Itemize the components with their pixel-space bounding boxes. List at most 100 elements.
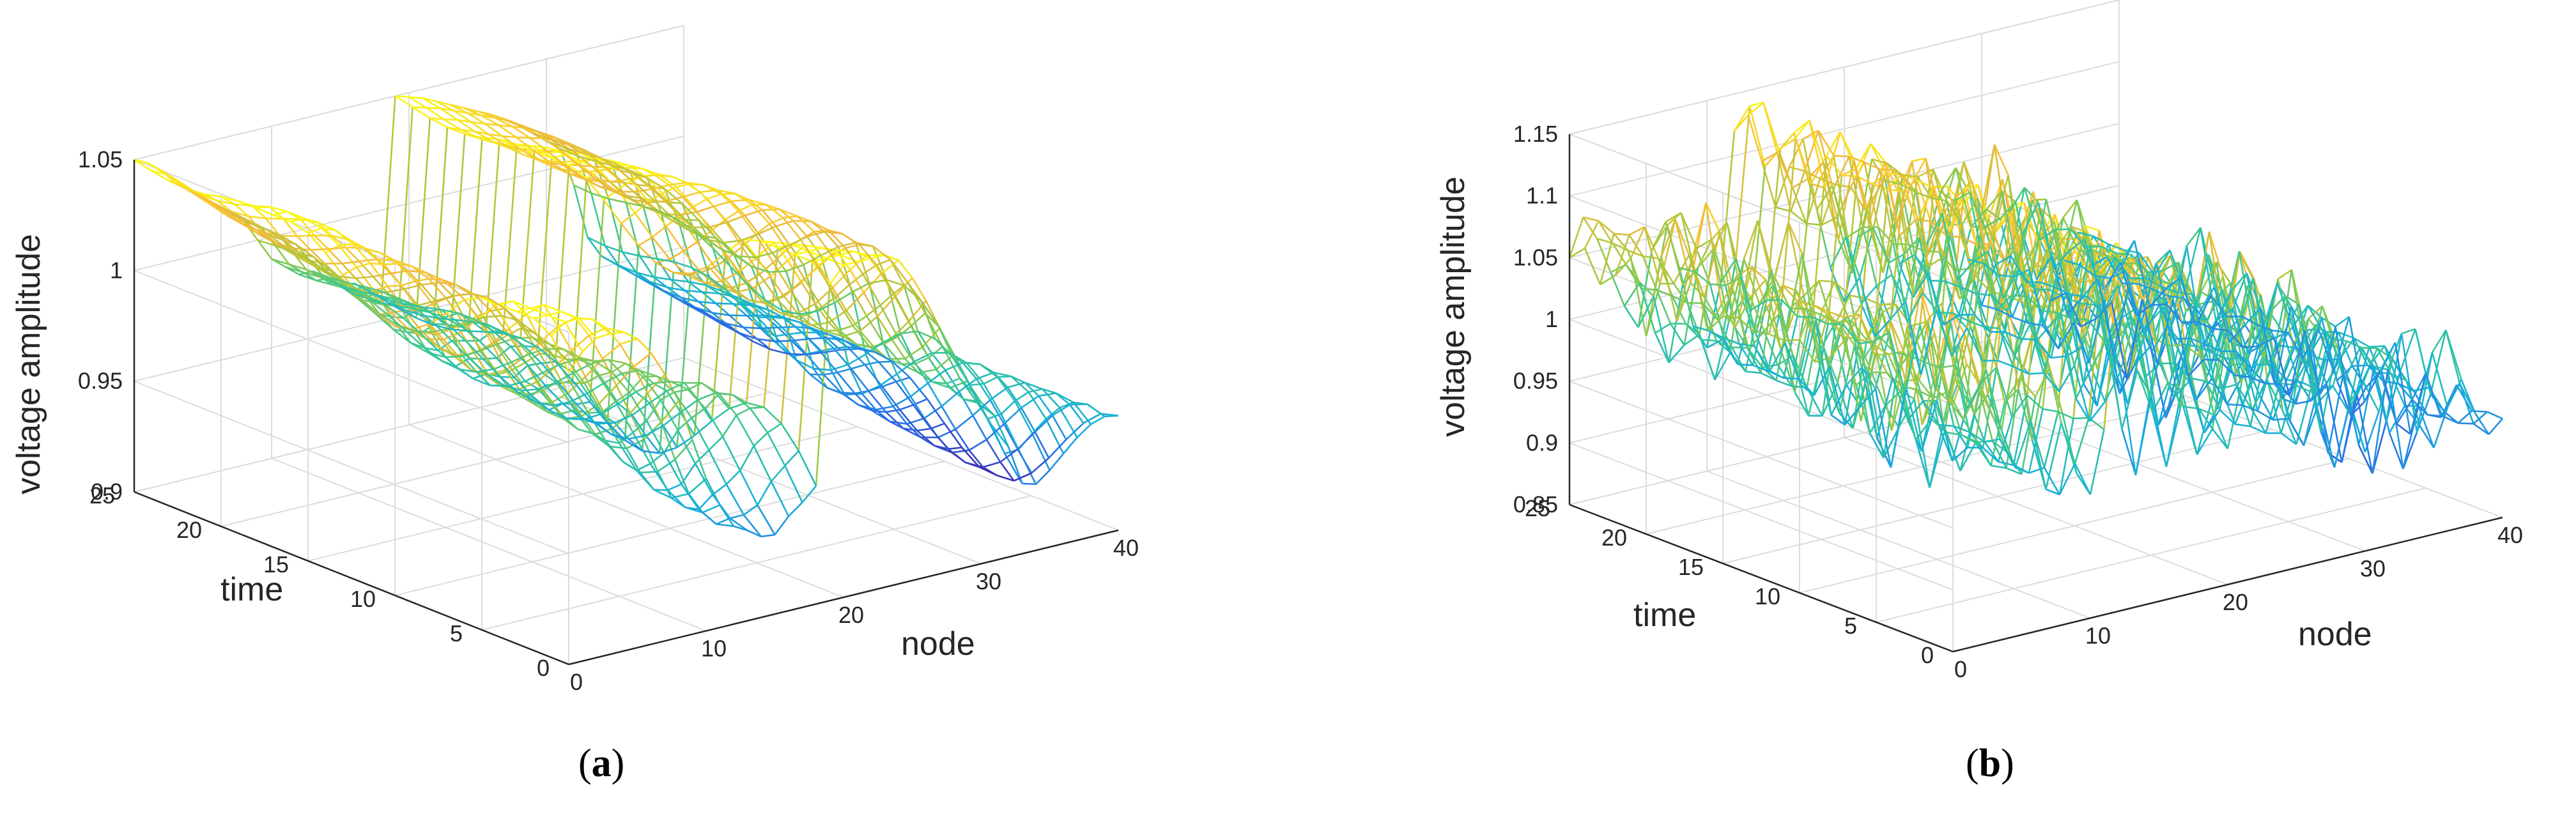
mesh-segment — [1045, 418, 1065, 454]
mesh-segment — [625, 362, 644, 378]
mesh-segment — [1755, 333, 1771, 372]
mesh-segment — [1059, 401, 1074, 409]
mesh-segment — [663, 188, 683, 204]
mesh-segment — [2202, 315, 2219, 407]
mesh-segment — [736, 407, 751, 417]
mesh-segment — [840, 392, 860, 406]
mesh-segment — [831, 255, 850, 286]
mesh-segment — [598, 385, 617, 404]
mesh-segment — [2431, 352, 2449, 408]
mesh-segment — [330, 277, 348, 284]
mesh-segment — [707, 266, 723, 282]
mesh-segment — [2288, 330, 2306, 396]
mesh-segment — [590, 363, 606, 383]
mesh-segment — [741, 233, 759, 241]
mesh-segment — [1902, 174, 1918, 178]
mesh-segment — [2205, 343, 2221, 353]
mesh-segment — [674, 439, 693, 461]
mesh-segment — [634, 212, 653, 238]
mesh-segment — [1690, 203, 1707, 283]
mesh-segment — [1881, 303, 1897, 314]
mesh-segment — [899, 404, 914, 411]
mesh-segment — [861, 393, 877, 411]
mesh-segment — [1641, 287, 1657, 291]
mesh-segment — [2030, 199, 2048, 280]
grid-line — [683, 357, 1119, 531]
mesh-segment — [2398, 383, 2413, 401]
mesh-segment — [1824, 132, 1841, 188]
mesh-segment — [783, 215, 798, 219]
mesh-segment — [482, 358, 501, 378]
mesh-segment — [1945, 234, 1962, 239]
mesh-segment — [1659, 218, 1676, 284]
mesh-segment — [1017, 431, 1036, 450]
mesh-segment — [1732, 290, 1750, 350]
mesh-segment — [549, 343, 568, 360]
mesh-segment — [612, 164, 630, 171]
mesh-segment — [649, 463, 668, 491]
mesh-segment — [2196, 428, 2214, 455]
mesh-segment — [617, 180, 632, 191]
mesh-segment — [877, 361, 897, 383]
mesh-segment — [1901, 174, 1917, 220]
mesh-segment — [948, 447, 962, 450]
mesh-segment — [653, 489, 672, 499]
mesh-segment — [788, 353, 806, 356]
mesh-segment — [920, 300, 940, 328]
mesh-segment — [1772, 222, 1789, 286]
mesh-segment — [642, 376, 661, 401]
mesh-segment — [848, 284, 868, 317]
mesh-segment — [704, 313, 723, 325]
mesh-segment — [891, 360, 911, 378]
mesh-segment — [1076, 424, 1091, 438]
mesh-segment — [723, 220, 743, 247]
mesh-segment — [677, 417, 693, 431]
mesh-segment — [1906, 327, 1924, 425]
mesh-segment — [853, 250, 872, 259]
mesh-segment — [1919, 325, 1936, 390]
mesh-segment — [914, 352, 932, 363]
mesh-segment — [1582, 217, 1598, 240]
mesh-segment — [1819, 279, 1835, 283]
mesh-segment — [502, 135, 516, 139]
mesh-segment — [505, 144, 524, 156]
box-edge — [1569, 0, 2120, 135]
grid-line — [394, 461, 945, 596]
mesh-segment — [968, 449, 984, 468]
grid-line — [1569, 319, 1954, 467]
mesh-segment — [602, 343, 621, 360]
mesh-segment — [558, 383, 577, 405]
mesh-segment — [408, 96, 423, 99]
mesh-segment — [1049, 453, 1064, 471]
mesh-segment — [1876, 378, 1893, 439]
mesh-segment — [2088, 271, 2104, 418]
mesh-segment — [673, 392, 693, 418]
mesh-segment — [743, 514, 762, 537]
mesh-segment — [316, 279, 334, 286]
grid-line — [271, 457, 707, 632]
mesh-segment — [2090, 244, 2107, 348]
mesh-segment — [2203, 409, 2221, 434]
mesh-segment — [665, 226, 684, 252]
mesh-segment — [1851, 209, 1869, 273]
mesh-segment — [1917, 389, 1934, 399]
mesh-segment — [1932, 187, 1950, 232]
mesh-segment — [1968, 431, 1986, 443]
chart-a-svg: 01020304005101520250.90.9511.05nodetimev… — [10, 25, 1139, 695]
mesh-segment — [1805, 307, 1821, 316]
time-tick-label: 25 — [1525, 495, 1550, 521]
mesh-segment — [909, 377, 928, 400]
mesh-segment — [605, 440, 620, 445]
mesh-segment — [505, 357, 524, 371]
mesh-segment — [876, 259, 891, 266]
mesh-segment — [2058, 463, 2076, 495]
mesh-segment — [2082, 303, 2100, 384]
mesh-segment — [826, 337, 844, 341]
mesh-segment — [521, 327, 541, 354]
mesh-segment — [1950, 327, 1968, 356]
mesh-segment — [1856, 175, 1873, 185]
mesh-segment — [650, 352, 666, 375]
mesh-segment — [2279, 347, 2295, 385]
mesh-segment — [2332, 385, 2349, 411]
mesh-segment — [546, 140, 564, 149]
